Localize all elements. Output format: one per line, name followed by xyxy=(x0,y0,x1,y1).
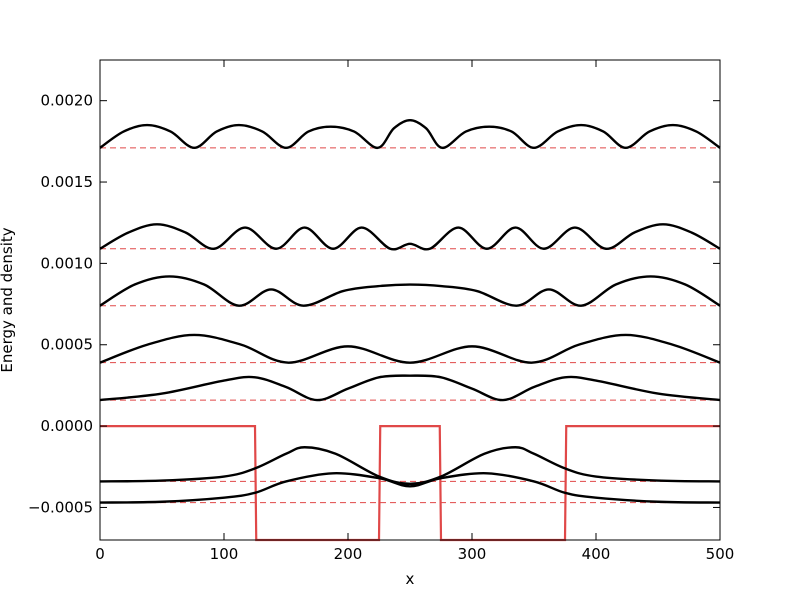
density-curve xyxy=(99,374,721,402)
axes-frame xyxy=(99,59,721,541)
y-tick-label: 0.0020 xyxy=(41,92,94,110)
y-tick-label: 0.0015 xyxy=(41,173,94,191)
y-axis-label: Energy and density xyxy=(0,227,16,372)
x-tick-label: 300 xyxy=(458,545,487,563)
y-tick-label: 0.0000 xyxy=(41,417,94,435)
x-tick-label: 0 xyxy=(95,545,105,563)
x-tick-label: 200 xyxy=(334,545,363,563)
x-tick-label: 500 xyxy=(706,545,735,563)
x-tick-label: 100 xyxy=(210,545,239,563)
y-tick-label: 0.0010 xyxy=(41,254,94,272)
density-curve xyxy=(99,333,721,364)
x-axis-label: x xyxy=(406,570,415,588)
density-curve xyxy=(99,472,721,504)
density-curve xyxy=(99,275,721,307)
density-curve xyxy=(99,446,721,486)
potential-line xyxy=(100,425,720,542)
axis-ticks: 0 100 200 300 400 500 −0.0005 0.0000 0.0005 0.001… xyxy=(28,60,734,563)
plot-area xyxy=(99,119,721,542)
x-tick-label: 400 xyxy=(582,545,611,563)
density-curve xyxy=(99,119,721,150)
y-tick-label: 0.0005 xyxy=(41,336,94,354)
y-tick-label: −0.0005 xyxy=(28,498,93,516)
density-curve xyxy=(99,223,721,251)
